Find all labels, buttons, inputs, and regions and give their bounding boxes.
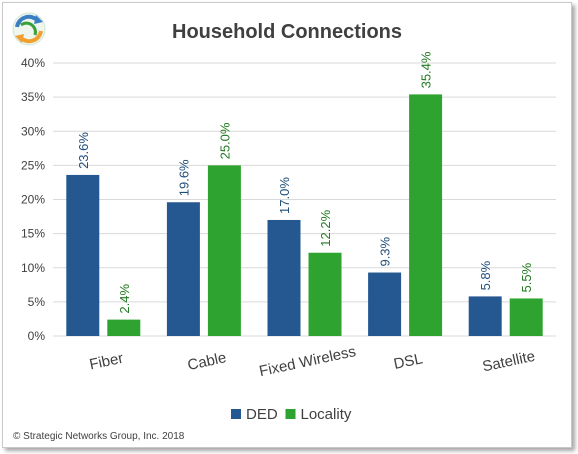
bars xyxy=(66,94,543,337)
x-tick-label: Cable xyxy=(186,349,228,374)
bar-ded-satellite xyxy=(468,296,502,336)
y-tick-label: 10% xyxy=(21,261,45,275)
y-tick-label: 25% xyxy=(21,158,45,172)
data-label: 23.6% xyxy=(76,132,91,169)
bar-locality-fixed-wireless xyxy=(308,252,342,336)
x-tick-label: Fixed Wireless xyxy=(258,343,358,380)
data-label: 35.4% xyxy=(419,51,434,88)
bar-ded-fixed-wireless xyxy=(267,219,301,336)
legend-swatch xyxy=(231,409,241,419)
data-label: 19.6% xyxy=(176,159,191,196)
legend-swatch xyxy=(285,409,296,419)
bar-ded-fiber xyxy=(66,174,100,336)
x-axis-ticks: Fiber Cable Fixed Wireless DSL Satellite xyxy=(88,343,537,380)
recycle-arrows-logo-icon xyxy=(12,12,46,46)
y-tick-label: 35% xyxy=(21,90,45,104)
x-tick-label: Satellite xyxy=(481,348,537,376)
legend: DED Locality xyxy=(231,406,352,423)
x-tick-label: DSL xyxy=(392,350,424,373)
data-labels: 23.6% 2.4% 19.6% 25.0% 17.0% 12.2% 9.3% 35.4% 5.… xyxy=(76,51,534,314)
bar-locality-fiber xyxy=(107,319,141,336)
y-tick-label: 30% xyxy=(21,124,45,138)
data-label: 5.8% xyxy=(478,260,493,290)
y-tick-label: 15% xyxy=(21,227,45,241)
y-tick-label: 0% xyxy=(28,329,46,343)
y-tick-label: 20% xyxy=(21,193,45,207)
data-label: 25.0% xyxy=(217,122,232,159)
chart-title: Household Connections xyxy=(172,21,402,43)
bar-locality-satellite xyxy=(509,298,543,336)
bar-locality-cable xyxy=(207,165,241,336)
y-tick-label: 40% xyxy=(21,56,45,70)
data-label: 17.0% xyxy=(277,177,292,214)
y-axis-ticks: 0% 5% 10% 15% 20% 25% 30% 35% 40% xyxy=(21,56,45,343)
copyright-text: © Strategic Networks Group, Inc. 2018 xyxy=(13,431,185,442)
legend-label: DED xyxy=(246,406,278,423)
data-label: 9.3% xyxy=(378,236,393,266)
data-label: 12.2% xyxy=(318,209,333,246)
bar-locality-dsl xyxy=(409,94,443,337)
data-label: 2.4% xyxy=(117,284,132,314)
bar-ded-dsl xyxy=(368,272,402,336)
legend-label: Locality xyxy=(301,406,352,423)
chart-frame: Household Connections 0% 5% 10% 15% 20% 25% 30… xyxy=(2,2,572,448)
bar-chart: 0% 5% 10% 15% 20% 25% 30% 35% 40% 23.6% 2.4% 19.6%… xyxy=(21,51,556,423)
y-tick-label: 5% xyxy=(28,295,46,309)
data-label: 5.5% xyxy=(519,262,534,292)
bar-ded-cable xyxy=(166,202,200,336)
x-tick-label: Fiber xyxy=(88,350,125,374)
